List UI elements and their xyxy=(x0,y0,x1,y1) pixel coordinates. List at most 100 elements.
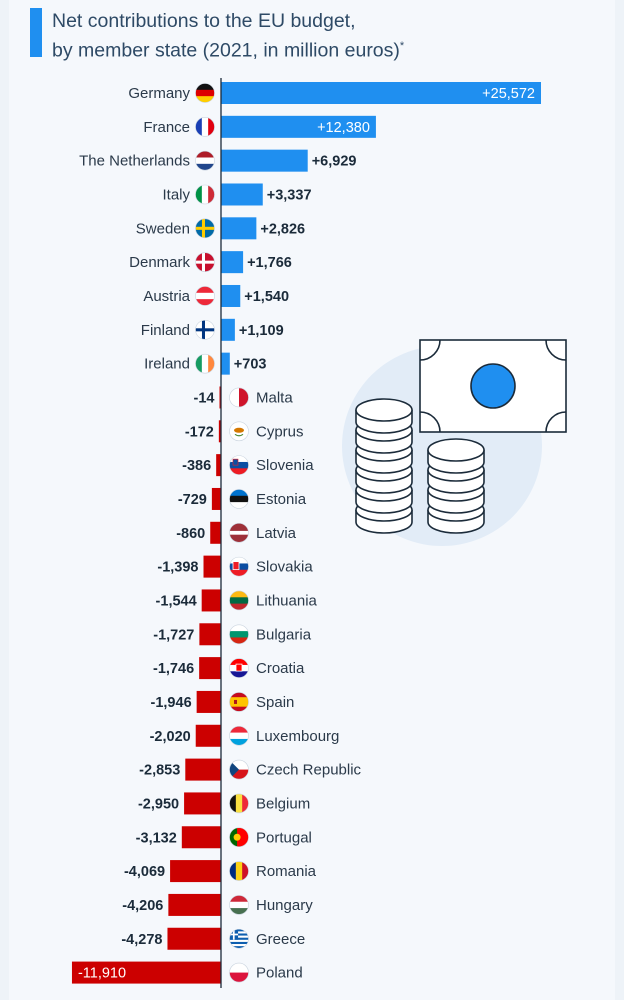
bar xyxy=(221,82,541,104)
czech-republic-flag-icon xyxy=(229,759,249,780)
value-label: -386 xyxy=(182,458,211,474)
country-label: Slovakia xyxy=(256,559,313,576)
country-label: Romania xyxy=(256,863,317,880)
bar xyxy=(170,860,221,883)
country-label: Lithuania xyxy=(256,592,318,609)
bar xyxy=(185,758,221,781)
bar xyxy=(221,251,244,274)
bar xyxy=(221,149,308,172)
romania-flag-icon xyxy=(229,861,249,881)
country-label: Denmark xyxy=(129,254,190,271)
spain-flag-icon xyxy=(229,692,249,712)
value-label: -4,206 xyxy=(122,898,163,914)
country-label: Belgium xyxy=(256,795,310,812)
country-label: The Netherlands xyxy=(79,153,190,170)
portugal-flag-icon xyxy=(229,827,249,848)
value-label: -14 xyxy=(194,390,215,406)
austria-flag-icon xyxy=(195,286,215,306)
bar xyxy=(181,826,221,849)
value-label: +3,337 xyxy=(267,187,312,203)
country-label: France xyxy=(143,119,190,136)
bar xyxy=(211,487,221,510)
value-label: -3,132 xyxy=(136,830,177,846)
bar xyxy=(71,961,221,984)
chart-title-line2: by member state (2021, in million euros) xyxy=(52,39,400,62)
bar xyxy=(221,183,263,206)
bar xyxy=(218,420,221,443)
greece-flag-icon xyxy=(229,928,249,949)
sweden-flag-icon xyxy=(195,218,215,239)
country-label: Cyprus xyxy=(256,423,304,440)
bulgaria-flag-icon xyxy=(229,624,249,645)
country-label: Sweden xyxy=(136,220,190,237)
country-label: Slovenia xyxy=(256,457,314,474)
country-label: Croatia xyxy=(256,660,305,677)
croatia-flag-icon xyxy=(229,658,249,678)
country-label: Poland xyxy=(256,965,303,982)
value-label: +703 xyxy=(234,357,267,373)
slovakia-flag-icon xyxy=(229,556,249,577)
italy-flag-icon xyxy=(195,184,215,205)
country-label: Czech Republic xyxy=(256,762,362,779)
france-flag-icon xyxy=(195,117,215,137)
banknote-icon xyxy=(419,339,567,433)
value-label: -860 xyxy=(176,526,205,542)
value-label: +1,540 xyxy=(244,289,289,305)
bar xyxy=(221,217,257,240)
value-label: -1,946 xyxy=(151,695,192,711)
country-label: Malta xyxy=(256,389,293,406)
country-label: Bulgaria xyxy=(256,626,312,643)
money-illustration-icon xyxy=(342,339,567,546)
value-label: -2,853 xyxy=(139,763,180,779)
bar xyxy=(203,555,221,578)
value-label: +2,826 xyxy=(260,221,305,237)
bar xyxy=(221,352,230,375)
value-label: -2,020 xyxy=(150,729,191,745)
bar xyxy=(221,284,241,307)
coin-stack-left-icon xyxy=(355,398,413,534)
netherlands-flag-icon xyxy=(195,150,215,171)
denmark-flag-icon xyxy=(195,252,215,272)
country-label: Italy xyxy=(162,186,190,203)
malta-flag-icon xyxy=(229,387,249,408)
bar xyxy=(210,521,221,544)
country-label: Latvia xyxy=(256,525,297,542)
value-label: -729 xyxy=(178,492,207,508)
bar xyxy=(184,792,221,815)
slovenia-flag-icon xyxy=(229,455,249,475)
bar xyxy=(221,115,376,138)
latvia-flag-icon xyxy=(229,522,249,543)
country-label: Ireland xyxy=(144,356,190,373)
country-label: Estonia xyxy=(256,491,307,508)
title-accent-bar xyxy=(30,8,42,57)
belgium-flag-icon xyxy=(229,793,249,814)
country-label: Portugal xyxy=(256,829,312,846)
value-label: -4,069 xyxy=(124,864,165,880)
bar xyxy=(201,589,221,612)
value-label: -1,727 xyxy=(153,627,194,643)
ireland-flag-icon xyxy=(195,353,215,374)
luxembourg-flag-icon xyxy=(229,725,249,746)
footnote-mark: * xyxy=(399,40,405,52)
coin-stack-right-icon xyxy=(427,438,485,534)
value-label: -172 xyxy=(185,424,214,440)
chart-title: Net contributions to the EU budget, by m… xyxy=(52,9,592,64)
value-label: -2,950 xyxy=(138,796,179,812)
chart-title-line1: Net contributions to the EU budget, xyxy=(52,10,356,32)
bar xyxy=(219,386,221,409)
bar xyxy=(199,623,221,646)
bar xyxy=(221,318,235,341)
finland-flag-icon xyxy=(195,320,215,340)
country-label: Germany xyxy=(128,85,190,102)
value-label: +6,929 xyxy=(312,154,357,170)
germany-flag-icon xyxy=(195,83,215,103)
value-label: +12,380 xyxy=(317,120,370,136)
country-label: Finland xyxy=(141,322,190,339)
bar xyxy=(167,927,221,950)
country-label: Greece xyxy=(256,931,305,948)
country-label: Luxembourg xyxy=(256,728,339,745)
value-label: +1,766 xyxy=(247,255,292,271)
country-label: Austria xyxy=(143,288,190,305)
value-label: -1,544 xyxy=(156,593,197,609)
